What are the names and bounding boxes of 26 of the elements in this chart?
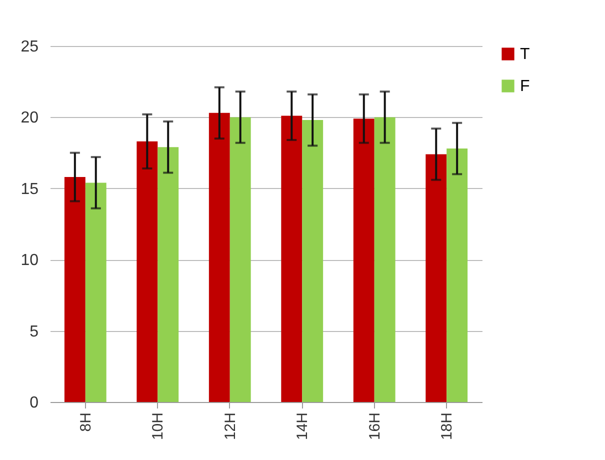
- bar: [208, 112, 230, 402]
- bar: [353, 118, 374, 402]
- y-tick-label: 5: [30, 323, 39, 340]
- bar: [230, 117, 251, 402]
- x-tick-label: 12H: [222, 412, 239, 440]
- x-tick-label: 8H: [77, 412, 94, 432]
- x-tick-label: 16H: [366, 412, 384, 440]
- bar: [302, 120, 324, 402]
- bar: [446, 148, 468, 402]
- legend-label: F: [520, 78, 530, 95]
- x-tick-label: 18H: [438, 412, 456, 440]
- x-tick-label: 14H: [294, 412, 312, 440]
- bar: [136, 141, 158, 402]
- legend-label: T: [520, 46, 530, 63]
- bar: [281, 116, 302, 402]
- bar: [426, 154, 447, 402]
- x-tick-label: 10H: [150, 412, 167, 440]
- y-tick-label: 10: [20, 252, 39, 270]
- bar: [374, 117, 396, 402]
- y-tick-label: 0: [30, 394, 39, 412]
- bar: [64, 177, 86, 402]
- bar: [158, 147, 179, 402]
- y-tick-label: 25: [20, 38, 39, 56]
- y-tick-label: 20: [20, 110, 39, 127]
- bar: [85, 182, 106, 402]
- y-tick-label: 15: [20, 180, 39, 198]
